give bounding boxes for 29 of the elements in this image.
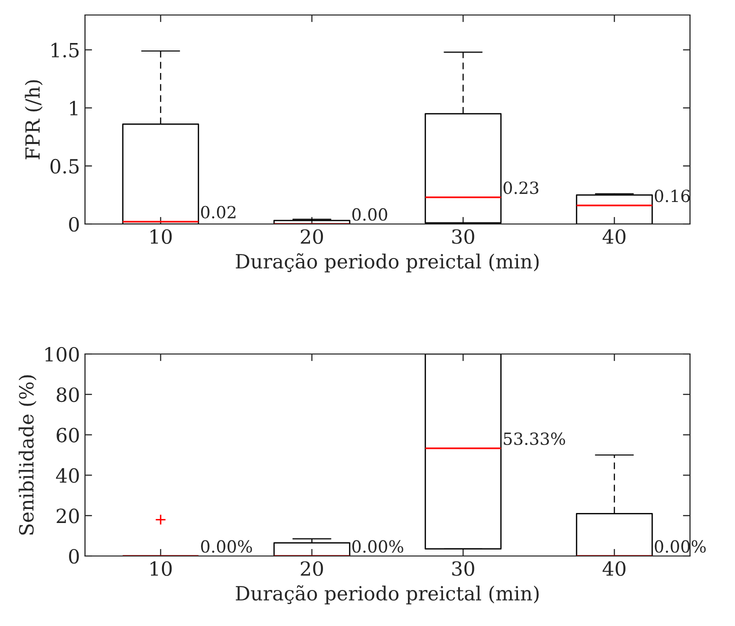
y-tick-label: 0 [69, 216, 79, 232]
x-tick-label: 20 [300, 229, 323, 244]
x-tick-label: 20 [300, 561, 323, 576]
y-tick-label: 100 [45, 346, 79, 362]
annotation: 0.00% [352, 540, 404, 553]
x-tick-label: 40 [602, 229, 626, 244]
x-axis-title: Duração periodo preictal (min) [236, 253, 539, 272]
x-tick-label: 10 [150, 229, 172, 244]
annotation: 0.16 [654, 190, 690, 202]
annotation: 0.00 [352, 208, 388, 221]
y-tick-label: 40 [56, 468, 79, 483]
x-tick-label: 40 [602, 561, 626, 576]
annotation: 0.23 [504, 181, 538, 194]
y-tick-label: 80 [56, 387, 79, 402]
y-tick-label: 0 [69, 548, 79, 564]
y-tick-label: 1.5 [52, 42, 79, 58]
y-tick-label: 1 [70, 100, 78, 116]
annotation: 0.00% [201, 540, 252, 553]
y-axis-title: Senibilidade (%) [18, 375, 36, 535]
annotation: 0.02 [201, 206, 236, 218]
y-tick-label: 60 [56, 428, 79, 442]
y-axis-title: FPR (/h) [24, 80, 43, 160]
annotation: 53.33% [504, 432, 566, 446]
x-tick-label: 30 [452, 229, 474, 244]
x-axis-title: Duração periodo preictal (min) [236, 585, 539, 604]
y-tick-label: 0.5 [50, 158, 79, 174]
y-tick-label: 20 [56, 508, 79, 524]
x-tick-label: 10 [150, 561, 172, 576]
x-tick-label: 30 [452, 561, 474, 576]
